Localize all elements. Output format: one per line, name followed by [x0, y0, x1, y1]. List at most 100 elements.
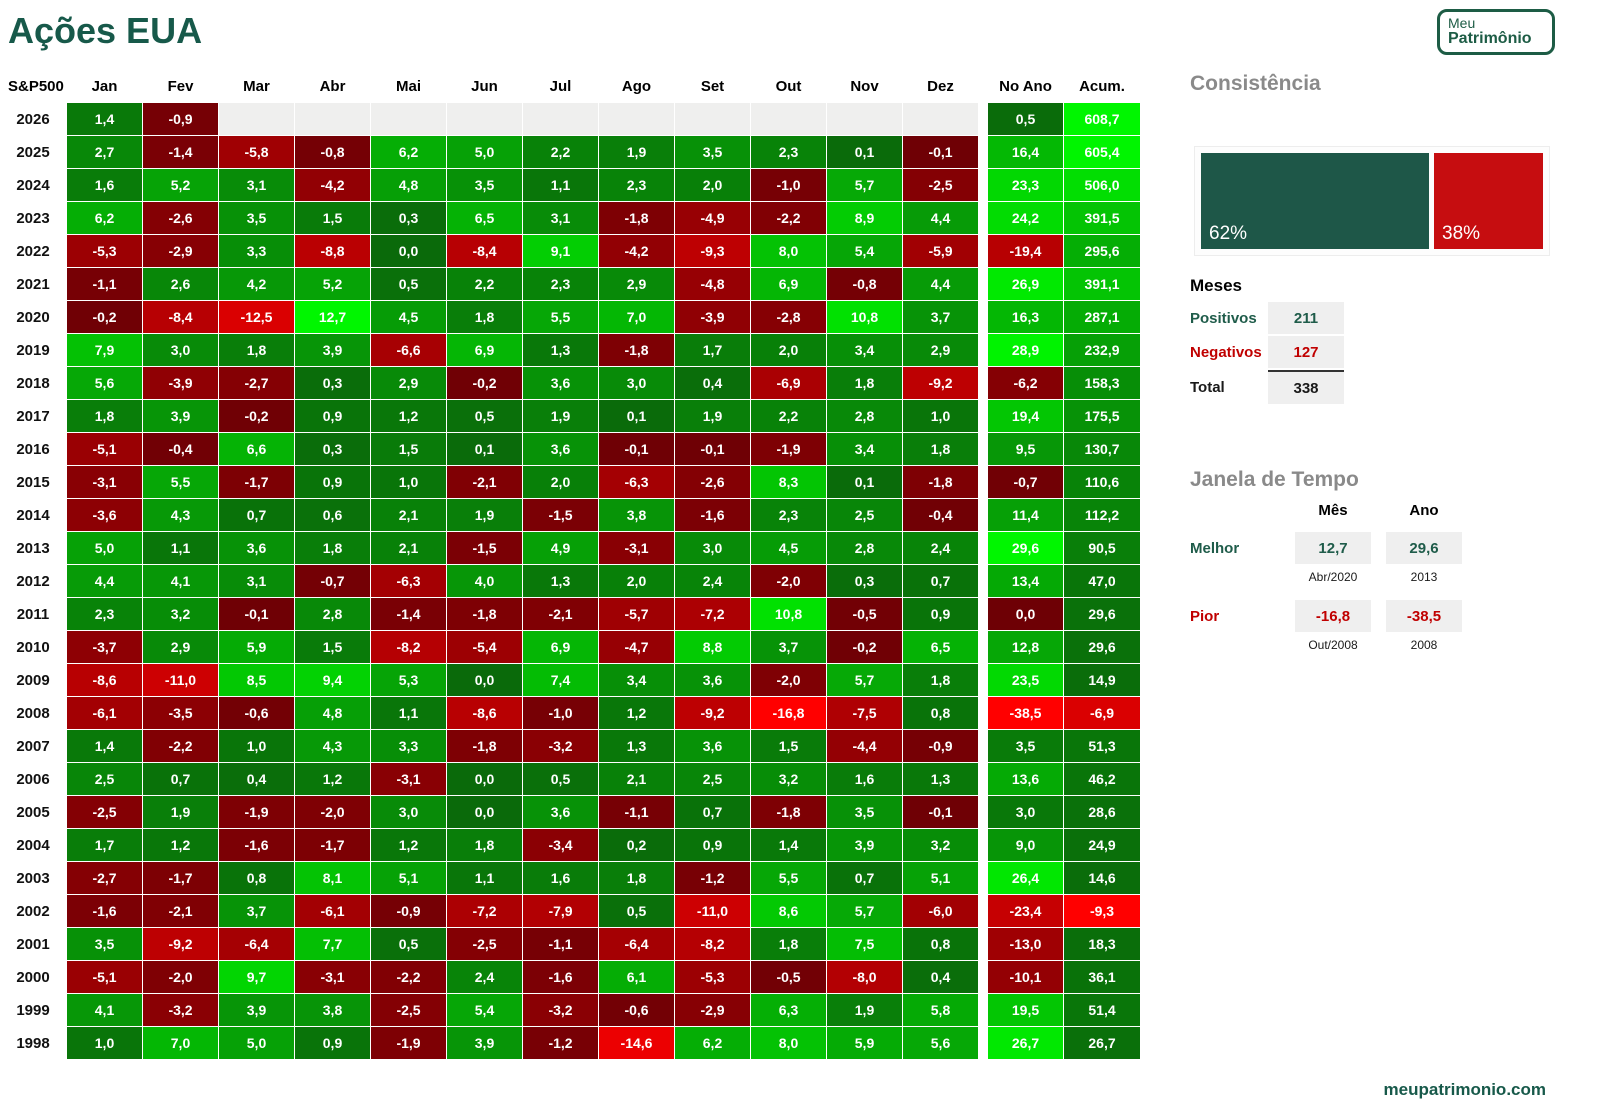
heatmap-cell: 1,8	[295, 532, 370, 564]
logo-line1: Meu	[1448, 15, 1476, 31]
heatmap-cell: 1,9	[599, 136, 674, 168]
acum-cell: 18,3	[1064, 928, 1140, 960]
row-year-label: 2020	[0, 301, 66, 333]
row-spacer	[979, 235, 987, 267]
heatmap-cell: -3,7	[67, 631, 142, 663]
heatmap-cell: 3,1	[219, 169, 294, 201]
heatmap-cell: -6,3	[599, 466, 674, 498]
site-url[interactable]: meupatrimonio.com	[1383, 1080, 1546, 1099]
heatmap-cell: -6,1	[295, 895, 370, 927]
heatmap-cell: 2,2	[523, 136, 598, 168]
row-spacer	[979, 433, 987, 465]
heatmap-cell: -1,8	[903, 466, 978, 498]
heatmap-cell: 1,1	[523, 169, 598, 201]
heatmap-cell: 0,9	[675, 829, 750, 861]
heatmap-cell: -12,5	[219, 301, 294, 333]
heatmap-cell: 0,6	[295, 499, 370, 531]
heatmap-cell: 1,3	[903, 763, 978, 795]
heatmap-cell: 1,8	[903, 433, 978, 465]
heatmap-cell: -6,6	[371, 334, 446, 366]
heatmap-cell: 2,2	[447, 268, 522, 300]
column-header: Dez	[903, 70, 978, 102]
heatmap-cell: 3,6	[523, 796, 598, 828]
heatmap-cell: 3,6	[219, 532, 294, 564]
heatmap-cell: 2,9	[903, 334, 978, 366]
heatmap-cell: 3,5	[675, 136, 750, 168]
heatmap-cell: -9,2	[903, 367, 978, 399]
heatmap-cell: 3,5	[447, 169, 522, 201]
heatmap-cell: 0,4	[903, 961, 978, 993]
consistency-negative-segment: 38%	[1434, 153, 1543, 249]
melhor-label: Melhor	[1190, 540, 1240, 557]
column-header: Jan	[67, 70, 142, 102]
heatmap-cell: -0,2	[447, 367, 522, 399]
heatmap-cell: 0,8	[903, 928, 978, 960]
heatmap-cell: 7,0	[143, 1027, 218, 1059]
row-spacer	[979, 202, 987, 234]
heatmap-cell: 3,4	[827, 334, 902, 366]
row-spacer	[979, 631, 987, 663]
no-ano-cell: 23,3	[988, 169, 1063, 201]
heatmap-cell: 4,4	[903, 268, 978, 300]
heatmap-cell: -2,0	[295, 796, 370, 828]
heatmap-cell: -1,7	[143, 862, 218, 894]
heatmap-cell: 0,7	[903, 565, 978, 597]
heatmap-cell: 3,9	[219, 994, 294, 1026]
janela-col-mes: Mês	[1318, 502, 1348, 519]
page-title: Ações EUA	[8, 10, 203, 51]
heatmap-cell: -14,6	[599, 1027, 674, 1059]
row-year-label: 2004	[0, 829, 66, 861]
heatmap-cell: -2,6	[143, 202, 218, 234]
heatmap-cell: -2,8	[751, 301, 826, 333]
heatmap-cell: 1,4	[67, 730, 142, 762]
heatmap-cell: -2,5	[371, 994, 446, 1026]
heatmap-cell-empty	[295, 103, 370, 135]
heatmap-cell: 1,5	[751, 730, 826, 762]
heatmap-cell: 6,3	[751, 994, 826, 1026]
heatmap-cell: 0,5	[371, 928, 446, 960]
heatmap-cell: -5,1	[67, 433, 142, 465]
heatmap-cell: 8,8	[675, 631, 750, 663]
acum-cell: 391,1	[1064, 268, 1140, 300]
row-year-label: 1998	[0, 1027, 66, 1059]
no-ano-cell: 24,2	[988, 202, 1063, 234]
heatmap-cell: 0,0	[447, 763, 522, 795]
heatmap-cell: 4,3	[143, 499, 218, 531]
heatmap-cell: 2,0	[675, 169, 750, 201]
heatmap-cell: 3,0	[599, 367, 674, 399]
row-spacer	[979, 598, 987, 630]
heatmap-cell: 1,6	[827, 763, 902, 795]
column-header-no-ano: No Ano	[988, 70, 1063, 102]
heatmap-cell: 3,8	[599, 499, 674, 531]
heatmap-cell: 9,1	[523, 235, 598, 267]
heatmap-cell: -1,0	[523, 697, 598, 729]
heatmap-cell: 3,2	[903, 829, 978, 861]
heatmap-cell: 5,9	[219, 631, 294, 663]
row-year-label: 2013	[0, 532, 66, 564]
heatmap-cell: -3,5	[143, 697, 218, 729]
heatmap-cell: 2,9	[143, 631, 218, 663]
heatmap-cell: -3,2	[143, 994, 218, 1026]
heatmap-cell: 1,5	[295, 631, 370, 663]
row-year-label: 2003	[0, 862, 66, 894]
total-value: 338	[1268, 370, 1344, 404]
heatmap-cell: 0,3	[371, 202, 446, 234]
heatmap-cell: -3,2	[523, 994, 598, 1026]
heatmap-cell: -5,4	[447, 631, 522, 663]
heatmap-cell: 3,3	[371, 730, 446, 762]
heatmap-cell: 2,5	[675, 763, 750, 795]
no-ano-cell: -38,5	[988, 697, 1063, 729]
heatmap-cell: -4,2	[295, 169, 370, 201]
heatmap-cell: 5,6	[903, 1027, 978, 1059]
heatmap-cell: 5,7	[827, 895, 902, 927]
heatmap-cell: -6,4	[599, 928, 674, 960]
acum-cell: 29,6	[1064, 631, 1140, 663]
heatmap-cell: 1,1	[447, 862, 522, 894]
heatmap-cell: 1,2	[371, 400, 446, 432]
heatmap-cell: 3,7	[219, 895, 294, 927]
heatmap-cell: 3,6	[523, 367, 598, 399]
melhor-ano-value: 29,6	[1386, 532, 1462, 564]
row-spacer	[979, 367, 987, 399]
row-spacer	[979, 169, 987, 201]
heatmap-cell: -0,8	[827, 268, 902, 300]
